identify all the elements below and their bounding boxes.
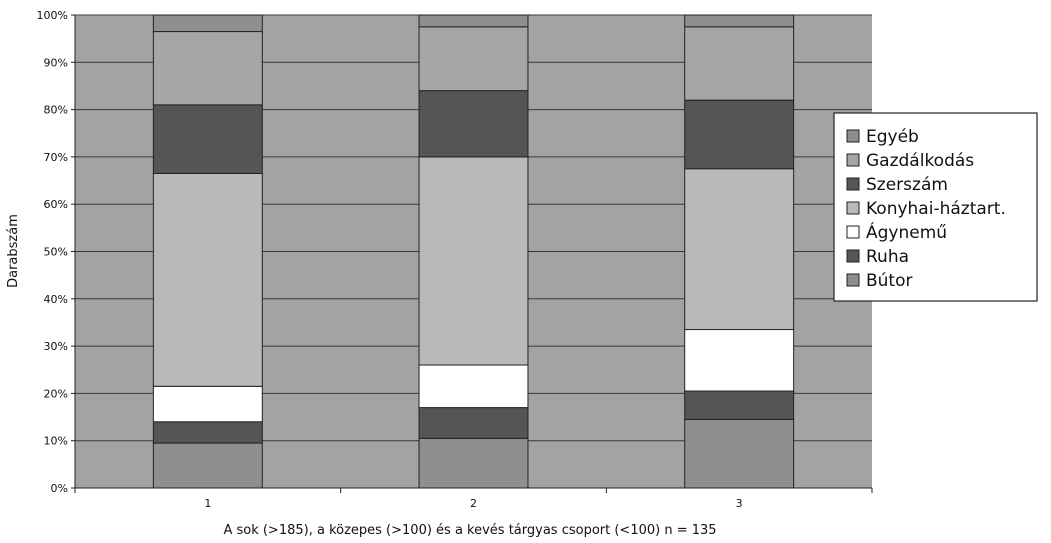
bar-segment [152,104,263,174]
y-tick-label: 70% [44,151,68,164]
bar-segment [684,14,795,28]
bar-segment [684,168,795,331]
legend: Egyéb Gazdálkodás Szerszám Konyhai-háztart.… [833,112,1038,302]
bar-segment [152,385,263,423]
bars [152,14,795,489]
bar-segment [152,31,263,106]
bar-segment [684,329,795,392]
x-tick-label: 3 [736,497,743,510]
bar-segment [418,26,529,92]
x-tick-label: 1 [204,497,211,510]
y-tick-label: 90% [44,56,68,69]
y-tick-label: 20% [44,387,68,400]
y-tick-label: 30% [44,340,68,353]
bar-segment [152,172,263,387]
bar-segment [418,90,529,158]
legend-label: Egyéb [866,127,919,147]
legend-swatch [846,201,860,215]
y-tick-label: 0% [51,482,68,495]
y-tick-label: 100% [37,9,68,22]
x-tick-label: 2 [470,497,477,510]
bar-segment [418,156,529,366]
legend-swatch [846,273,860,287]
legend-label: Gazdálkodás [866,151,974,171]
y-tick-label: 50% [44,246,68,259]
legend-label: Konyhai-háztart. [866,199,1006,219]
y-tick-label: 60% [44,198,68,211]
legend-swatch [846,225,860,239]
legend-label: Szerszám [866,175,948,195]
legend-swatch [846,249,860,263]
y-tick-label: 10% [44,435,68,448]
bar-segment [684,26,795,101]
bar-segment [418,437,529,489]
y-tick-label: 80% [44,104,68,117]
y-axis: 0% 10% 20% 30% 40% 50% 60% 70% 80% 90% 100% [37,9,76,495]
legend-swatch [846,129,860,143]
bar-segment [684,418,795,489]
bar-segment [418,407,529,439]
bar-segment [684,390,795,420]
legend-label: Ágynemű [866,221,947,243]
legend-swatch [846,153,860,167]
x-axis-title: A sok (>185), a közepes (>100) és a kevé… [223,523,716,538]
legend-box [833,112,1038,302]
bar-segment [152,421,263,444]
bar-segment [418,14,529,28]
legend-label: Ruha [866,247,909,267]
y-axis-title: Darabszám [6,214,21,288]
legend-label: Bútor [866,271,913,291]
bar-segment [418,364,529,409]
x-axis: 1 2 3 [74,487,873,510]
y-tick-label: 40% [44,293,68,306]
bar-segment [152,14,263,33]
bar-segment [152,442,263,489]
bar-segment [684,99,795,170]
legend-swatch [846,177,860,191]
